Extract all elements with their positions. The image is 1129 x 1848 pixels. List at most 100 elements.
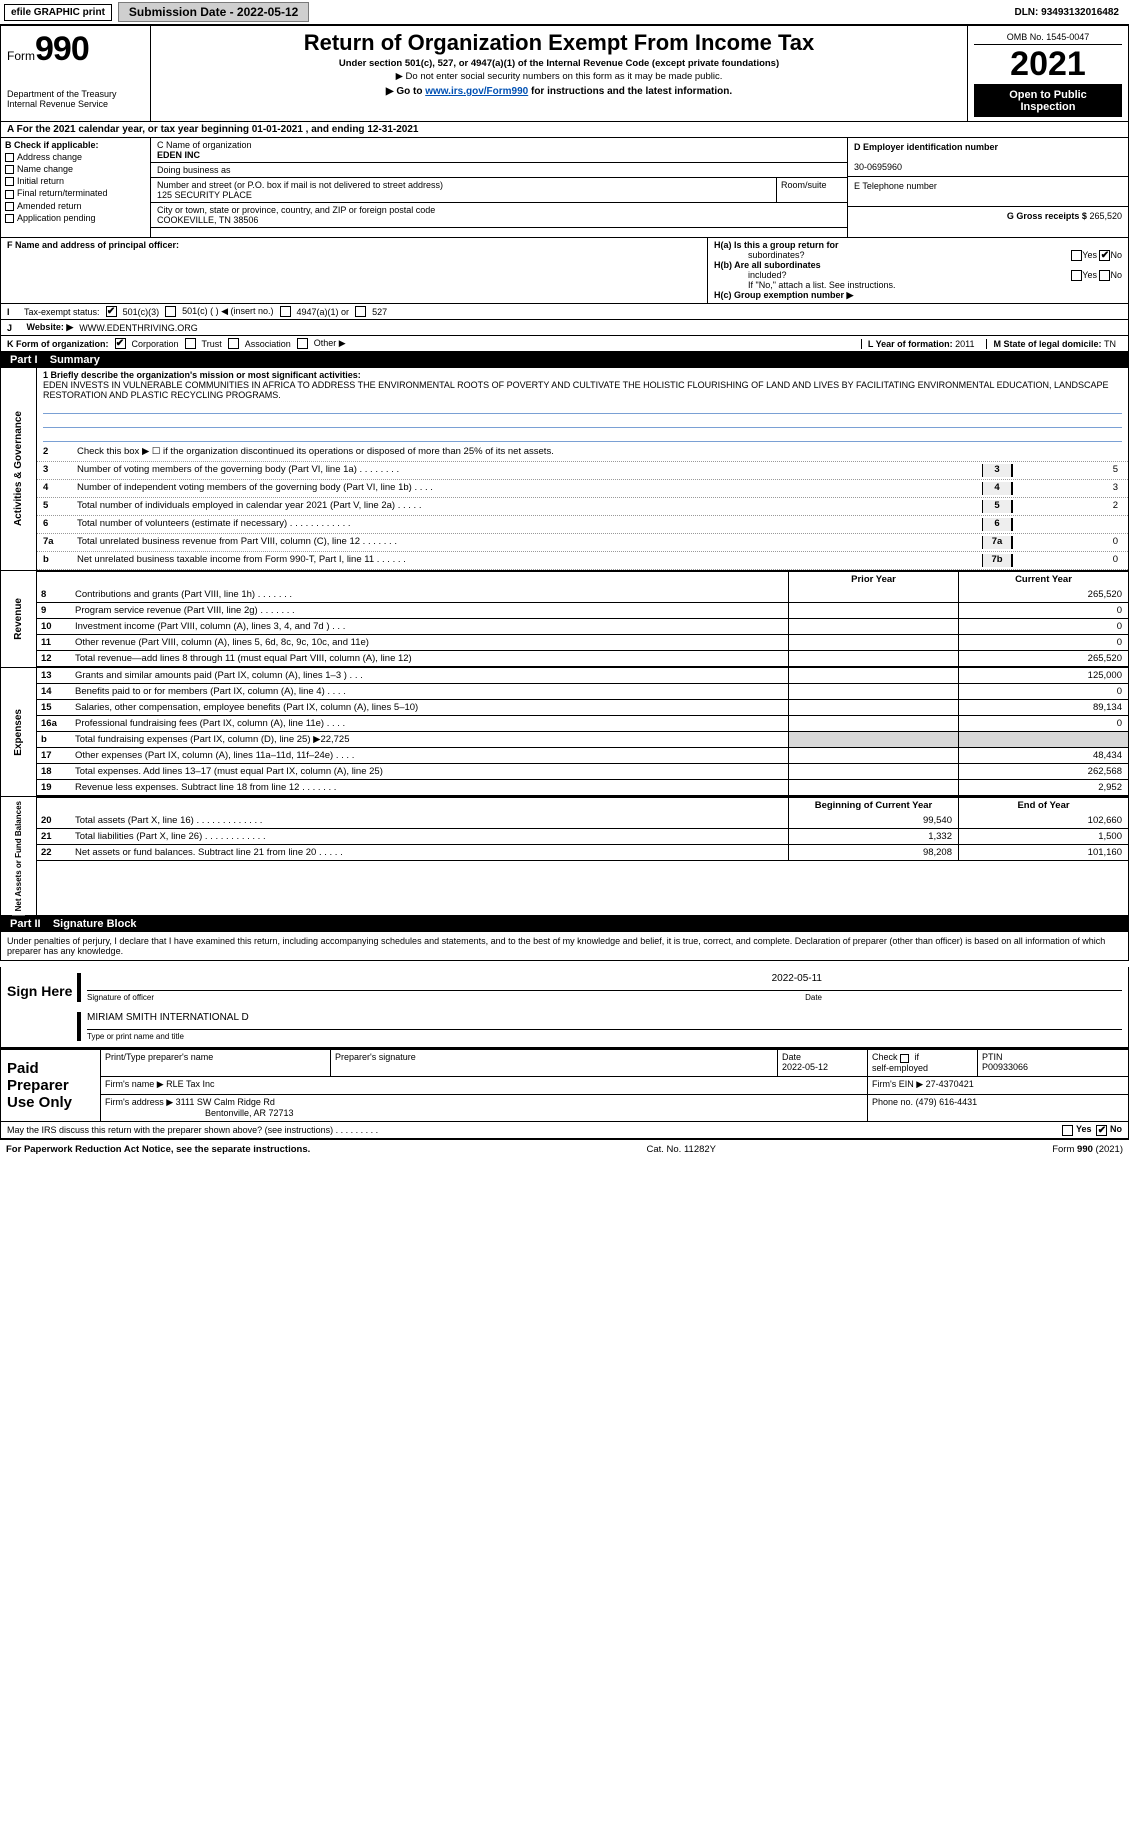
- period-text: A For the 2021 calendar year, or tax yea…: [7, 124, 418, 135]
- principal-h-block: F Name and address of principal officer:…: [0, 238, 1129, 304]
- rev-line-8: 8Contributions and grants (Part VIII, li…: [37, 587, 1128, 603]
- activities-governance: Activities & Governance 1 Briefly descri…: [0, 368, 1129, 571]
- ts-501c3-chk[interactable]: [106, 306, 117, 317]
- self-emp-chk[interactable]: [900, 1054, 909, 1063]
- h-note: If "No," attach a list. See instructions…: [748, 280, 895, 290]
- box-b-label: B Check if applicable:: [5, 140, 99, 150]
- chk-amended[interactable]: Amended return: [5, 201, 146, 211]
- ssn-note: ▶ Do not enter social security numbers o…: [157, 71, 961, 82]
- gross-row: G Gross receipts $ 265,520: [848, 207, 1128, 237]
- na-line-21: 21Total liabilities (Part X, line 26) . …: [37, 829, 1128, 845]
- submission-date-button[interactable]: Submission Date - 2022-05-12: [118, 2, 309, 22]
- discuss-yes: Yes: [1076, 1124, 1092, 1134]
- side-revenue: Revenue: [1, 571, 37, 667]
- firm-addr: 3111 SW Calm Ridge Rd: [176, 1097, 275, 1107]
- exp-line-19: 19Revenue less expenses. Subtract line 1…: [37, 780, 1128, 796]
- chk-address-change[interactable]: Address change: [5, 152, 146, 162]
- prep-date-hdr: Date: [782, 1052, 801, 1062]
- chk-app-pending[interactable]: Application pending: [5, 213, 146, 223]
- side-governance: Activities & Governance: [1, 368, 37, 570]
- k-label: K Form of organization:: [7, 339, 109, 349]
- open-inspection: Open to Public Inspection: [974, 85, 1122, 117]
- part2-title: Signature Block: [53, 918, 137, 930]
- exp-line-b: bTotal fundraising expenses (Part IX, co…: [37, 732, 1128, 748]
- rev-line-10: 10Investment income (Part VIII, column (…: [37, 619, 1128, 635]
- hb-no-chk[interactable]: [1099, 270, 1110, 281]
- k-corp-chk[interactable]: [115, 338, 126, 349]
- part2-label: Part II: [10, 918, 41, 930]
- discuss-no-chk[interactable]: [1096, 1125, 1107, 1136]
- irs-text: Internal Revenue Service: [7, 99, 144, 109]
- ts-527-chk[interactable]: [355, 306, 366, 317]
- ts-o1: 501(c)(3): [123, 307, 160, 317]
- discuss-yes-chk[interactable]: [1062, 1125, 1073, 1136]
- form-left: Form990 Department of the Treasury Inter…: [1, 26, 151, 121]
- k-o2: Association: [245, 339, 291, 349]
- c-label: C Name of organization: [157, 140, 252, 150]
- ts-501c-chk[interactable]: [165, 306, 176, 317]
- form-number: 990: [35, 30, 89, 68]
- website-row: J Website: ▶ WWW.EDENTHRIVING.ORG: [0, 320, 1129, 336]
- uline-2: [43, 414, 1122, 428]
- paid-r1: Print/Type preparer's name Preparer's si…: [101, 1050, 1128, 1077]
- paid-preparer: Paid Preparer Use Only Print/Type prepar…: [0, 1048, 1129, 1122]
- k-other-chk[interactable]: [297, 338, 308, 349]
- inspect-1: Open to Public: [1009, 89, 1087, 101]
- addr-row: Number and street (or P.O. box if mail i…: [151, 178, 847, 202]
- gross-label: G Gross receipts $: [1007, 211, 1087, 221]
- ha-no-chk[interactable]: [1099, 250, 1110, 261]
- form-subtitle: Under section 501(c), 527, or 4947(a)(1)…: [157, 58, 961, 69]
- org-name: EDEN INC: [157, 150, 200, 160]
- prep-check-cell: Check ifself-employed: [868, 1050, 978, 1076]
- part2-header: Part II Signature Block: [0, 916, 1129, 932]
- chk-lab-1: Name change: [17, 164, 73, 174]
- sign-here-label: Sign Here: [7, 973, 77, 1041]
- dba-row: Doing business as: [151, 163, 847, 178]
- box-h: H(a) Is this a group return for subordin…: [708, 238, 1128, 303]
- form-footer: Form 990 (2021): [1052, 1144, 1123, 1155]
- chk-a: Check: [872, 1052, 898, 1062]
- sig-of-label: Signature of officer: [87, 993, 154, 1002]
- ha-label: H(a) Is this a group return for: [714, 240, 839, 250]
- sign-lines: 2022-05-11 Signature of officerDate MIRI…: [77, 973, 1122, 1041]
- gross-value: 265,520: [1089, 211, 1122, 221]
- prep-sig-hdr: Preparer's signature: [331, 1050, 778, 1076]
- chk-initial-return[interactable]: Initial return: [5, 176, 146, 186]
- chk-lab-3: Final return/terminated: [17, 188, 108, 198]
- side-netassets: Net Assets or Fund Balances: [1, 797, 37, 915]
- part1-title: Summary: [50, 354, 100, 366]
- topbar: efile GRAPHIC print Submission Date - 20…: [0, 0, 1129, 25]
- gov-line-7a: 7aTotal unrelated business revenue from …: [37, 534, 1128, 552]
- dept-treasury: Department of the Treasury: [7, 69, 144, 99]
- ts-4947-chk[interactable]: [280, 306, 291, 317]
- goto-line: ▶ Go to www.irs.gov/Form990 for instruct…: [157, 86, 961, 97]
- k-trust-chk[interactable]: [185, 338, 196, 349]
- rev-line-11: 11Other revenue (Part VIII, column (A), …: [37, 635, 1128, 651]
- firm-addr-cell: Firm's address ▶ 3111 SW Calm Ridge RdBe…: [101, 1095, 868, 1122]
- k-o3: Other ▶: [314, 338, 346, 349]
- ein-label2: Firm's EIN ▶: [872, 1079, 923, 1089]
- irs-link[interactable]: www.irs.gov/Form990: [425, 86, 528, 97]
- m-value: TN: [1104, 339, 1116, 349]
- phone-label: Phone no.: [872, 1097, 913, 1107]
- na-side: Net Assets or Fund Balances: [12, 797, 25, 915]
- right-id: D Employer identification number 30-0695…: [848, 138, 1128, 237]
- gov-line-5: 5Total number of individuals employed in…: [37, 498, 1128, 516]
- chk-lab-5: Application pending: [17, 213, 96, 223]
- chk-name-change[interactable]: Name change: [5, 164, 146, 174]
- officer-name: MIRIAM SMITH INTERNATIONAL D: [87, 1012, 249, 1023]
- hb-yes-chk[interactable]: [1071, 270, 1082, 281]
- hc-label: H(c) Group exemption number ▶: [714, 290, 853, 300]
- perjury-text: Under penalties of perjury, I declare th…: [0, 932, 1129, 961]
- k-assoc-chk[interactable]: [228, 338, 239, 349]
- mission-lead: 1 Briefly describe the organization's mi…: [43, 370, 361, 380]
- goto-pre: ▶ Go to: [386, 86, 425, 97]
- sign-here-block: Sign Here 2022-05-11 Signature of office…: [0, 967, 1129, 1048]
- ha-yes-chk[interactable]: [1071, 250, 1082, 261]
- prior-year-hdr: Prior Year: [788, 572, 958, 587]
- chk-final-return[interactable]: Final return/terminated: [5, 188, 146, 198]
- firm-phone: (479) 616-4431: [916, 1097, 978, 1107]
- exp-line-17: 17Other expenses (Part IX, column (A), l…: [37, 748, 1128, 764]
- gov-side: Activities & Governance: [11, 407, 26, 530]
- ein-cell: Firm's EIN ▶ 27-4370421: [868, 1077, 1128, 1094]
